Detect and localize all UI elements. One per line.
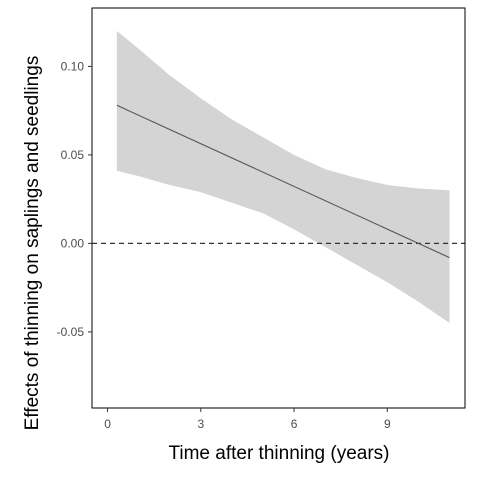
confidence-band-layer bbox=[116, 31, 450, 323]
y-tick-label: 0.10 bbox=[61, 59, 85, 73]
x-tick-label: 6 bbox=[291, 417, 298, 431]
x-axis-title: Time after thinning (years) bbox=[168, 443, 389, 464]
y-tick-label: 0.00 bbox=[61, 236, 85, 250]
confidence-band bbox=[116, 31, 450, 323]
trend-line-layer bbox=[116, 104, 450, 259]
plot-panel-border bbox=[91, 7, 466, 409]
x-tick-label: 3 bbox=[197, 417, 204, 431]
x-tick-label: 9 bbox=[384, 417, 391, 431]
trend-line bbox=[116, 104, 450, 259]
y-axis-title: Effects of thinning on saplings and seed… bbox=[22, 56, 43, 431]
y-axis: -0.05 0.00 0.05 0.10 bbox=[57, 59, 92, 339]
y-tick-label: -0.05 bbox=[57, 325, 85, 339]
y-tick-label: 0.05 bbox=[61, 148, 85, 162]
x-tick-label: 0 bbox=[104, 417, 111, 431]
x-axis: 0 3 6 9 bbox=[104, 408, 391, 431]
